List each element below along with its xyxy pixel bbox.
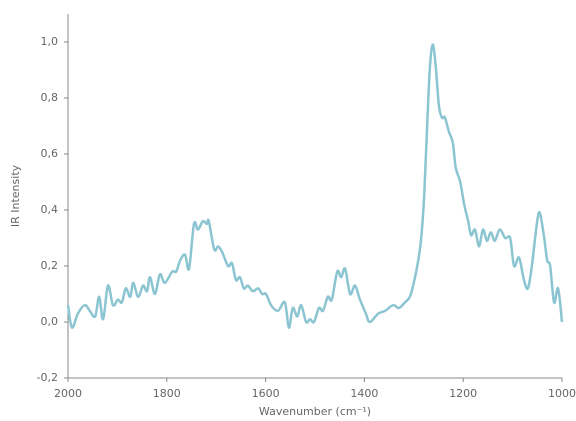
- x-tick-label: 1000: [548, 387, 576, 400]
- y-tick-label: 0,4: [41, 203, 59, 216]
- x-tick-label: 2000: [54, 387, 82, 400]
- y-tick-label: 0,2: [41, 259, 59, 272]
- y-tick-label: 0,8: [41, 91, 59, 104]
- y-tick-label: -0,2: [37, 371, 58, 384]
- y-tick-label: 0,6: [41, 147, 59, 160]
- y-tick-label: 1,0: [41, 35, 59, 48]
- x-tick-label: 1400: [350, 387, 378, 400]
- x-tick-label: 1600: [252, 387, 280, 400]
- x-tick-label: 1200: [449, 387, 477, 400]
- x-axis-label: Wavenumber (cm⁻¹): [259, 405, 371, 418]
- y-axis-label: IR Intensity: [9, 164, 22, 227]
- x-tick-label: 1800: [153, 387, 181, 400]
- spectrum-line: [66, 43, 564, 329]
- y-tick-label: 0,0: [41, 315, 59, 328]
